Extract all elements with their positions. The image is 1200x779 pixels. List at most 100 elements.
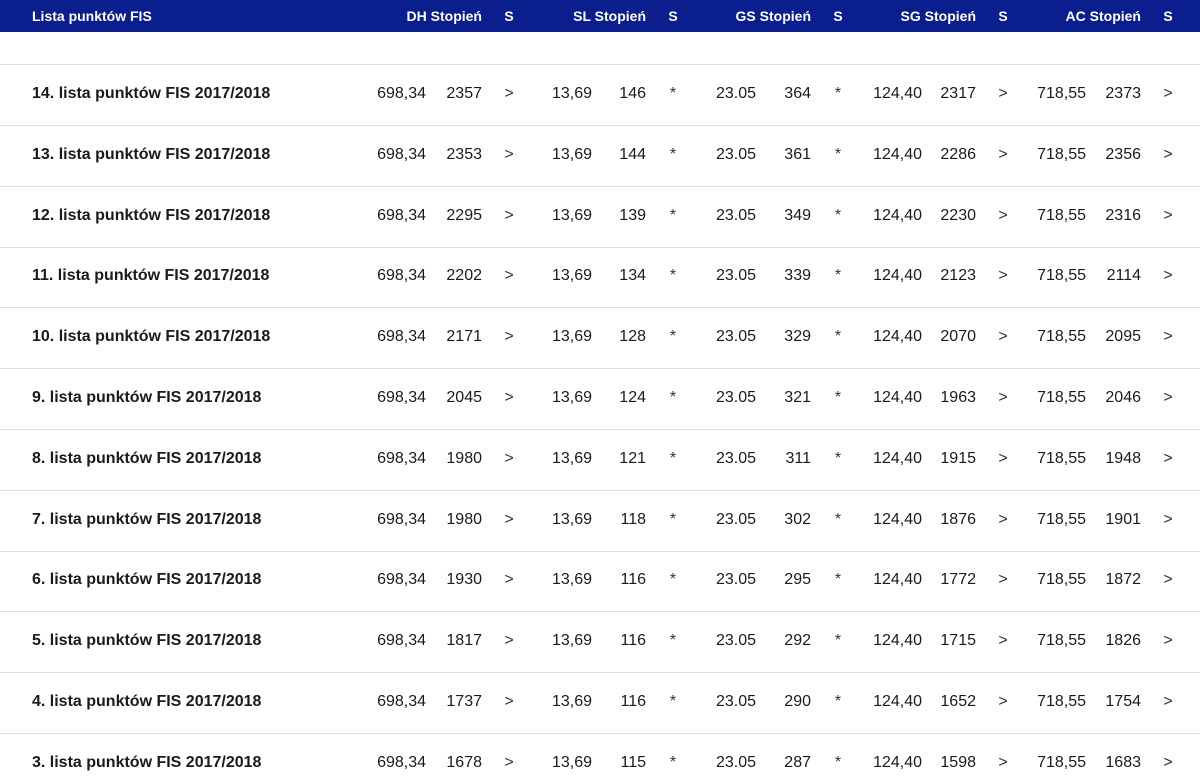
header-ac-s[interactable]: S <box>1163 8 1173 24</box>
row-sg-status[interactable]: > <box>998 632 1008 650</box>
row-sl-status: * <box>669 632 677 650</box>
row-name[interactable]: 10. lista punktów FIS 2017/2018 <box>32 328 271 346</box>
table-row[interactable]: 14. lista punktów FIS 2017/2018 698,34 235… <box>0 65 1200 126</box>
header-gs-s[interactable]: S <box>833 8 843 24</box>
row-gs-points: 23.05 <box>715 145 756 163</box>
row-ac-status[interactable]: > <box>1163 267 1173 285</box>
row-name[interactable]: 13. lista punktów FIS 2017/2018 <box>32 145 271 163</box>
row-sg-status[interactable]: > <box>998 510 1008 528</box>
row-dh-status[interactable]: > <box>504 267 514 285</box>
row-sg-status[interactable]: > <box>998 85 1008 102</box>
header-dh-label[interactable]: DH Stopień <box>406 8 482 24</box>
row-dh-status[interactable]: > <box>504 693 514 710</box>
row-dh-points: 698,34 <box>377 753 426 771</box>
row-sl-rank: 116 <box>620 571 646 589</box>
row-gs-rank: 290 <box>784 693 811 710</box>
table-row[interactable]: 9. lista punktów FIS 2017/2018 698,34 2045… <box>0 369 1200 430</box>
header-gs-label[interactable]: GS Stopień <box>735 8 811 24</box>
row-name[interactable]: 9. lista punktów FIS 2017/2018 <box>32 389 262 406</box>
row-sg-points: 124,40 <box>873 449 922 467</box>
row-sg-points: 124,40 <box>873 693 922 710</box>
table-row[interactable]: 3. lista punktów FIS 2017/2018 698,34 1678… <box>0 734 1200 779</box>
row-gs-points: 23.05 <box>715 206 756 224</box>
row-sg-status[interactable]: > <box>998 328 1008 346</box>
row-gs-status: * <box>834 632 842 650</box>
row-sg-status[interactable]: > <box>998 571 1008 589</box>
row-ac-rank: 2316 <box>1105 206 1141 224</box>
row-gs-rank: 364 <box>784 85 811 102</box>
row-sl-points: 13,69 <box>551 449 592 467</box>
row-name[interactable]: 14. lista punktów FIS 2017/2018 <box>32 85 271 102</box>
row-dh-rank: 2202 <box>446 267 482 285</box>
table-row[interactable]: 5. lista punktów FIS 2017/2018 698,34 1817… <box>0 612 1200 674</box>
row-dh-status[interactable]: > <box>504 206 514 224</box>
row-sg-status[interactable]: > <box>998 389 1008 406</box>
header-dh-s[interactable]: S <box>504 8 514 24</box>
row-sg-status[interactable]: > <box>998 206 1008 224</box>
row-name[interactable]: 8. lista punktów FIS 2017/2018 <box>32 449 262 467</box>
row-ac-status[interactable]: > <box>1163 753 1173 771</box>
table-row[interactable]: 11. lista punktów FIS 2017/2018 698,34 220… <box>0 247 1200 309</box>
row-dh-status[interactable]: > <box>504 510 514 528</box>
row-sg-status[interactable]: > <box>998 449 1008 467</box>
table-row[interactable]: 6. lista punktów FIS 2017/2018 698,34 1930… <box>0 551 1200 613</box>
row-sg-rank: 1772 <box>940 571 976 589</box>
table-row[interactable]: 4. lista punktów FIS 2017/2018 698,34 1737… <box>0 673 1200 734</box>
row-name[interactable]: 12. lista punktów FIS 2017/2018 <box>32 206 271 224</box>
table-row[interactable]: 13. lista punktów FIS 2017/2018 698,34 235… <box>0 126 1200 187</box>
row-name[interactable]: 11. lista punktów FIS 2017/2018 <box>32 267 270 285</box>
row-ac-status[interactable]: > <box>1163 85 1173 102</box>
row-ac-status[interactable]: > <box>1163 510 1173 528</box>
table-row[interactable]: 8. lista punktów FIS 2017/2018 698,34 1980… <box>0 430 1200 491</box>
row-dh-rank: 1930 <box>446 571 482 589</box>
row-name[interactable]: 7. lista punktów FIS 2017/2018 <box>32 510 262 528</box>
row-sg-rank: 2286 <box>940 145 976 163</box>
row-sg-status[interactable]: > <box>998 267 1008 285</box>
row-ac-status[interactable]: > <box>1163 145 1173 163</box>
row-dh-status[interactable]: > <box>504 85 514 102</box>
row-ac-status[interactable]: > <box>1163 328 1173 346</box>
row-gs-rank: 292 <box>784 632 811 650</box>
header-sg-label[interactable]: SG Stopień <box>900 8 976 24</box>
row-dh-status[interactable]: > <box>504 449 514 467</box>
table-row[interactable]: 10. lista punktów FIS 2017/2018 698,34 217… <box>0 308 1200 370</box>
row-dh-status[interactable]: > <box>504 389 514 406</box>
row-gs-status: * <box>834 510 842 528</box>
row-sl-status: * <box>669 206 677 224</box>
row-sg-status[interactable]: > <box>998 753 1008 771</box>
table-row[interactable]: 7. lista punktów FIS 2017/2018 698,34 1980… <box>0 491 1200 552</box>
row-ac-points: 718,55 <box>1037 267 1086 285</box>
row-dh-points: 698,34 <box>377 267 426 285</box>
header-ac-label[interactable]: AC Stopień <box>1065 8 1141 24</box>
header-sg-s[interactable]: S <box>998 8 1008 24</box>
row-name[interactable]: 3. lista punktów FIS 2017/2018 <box>32 753 262 771</box>
row-ac-status[interactable]: > <box>1163 389 1173 406</box>
row-sl-rank: 128 <box>619 328 646 346</box>
row-ac-status[interactable]: > <box>1163 693 1173 710</box>
row-sg-status[interactable]: > <box>998 693 1008 710</box>
row-sg-points: 124,40 <box>873 389 922 406</box>
row-dh-status[interactable]: > <box>504 145 514 163</box>
row-ac-status[interactable]: > <box>1163 449 1173 467</box>
row-gs-rank: 339 <box>784 267 811 285</box>
header-sl-s[interactable]: S <box>668 8 678 24</box>
row-dh-status[interactable]: > <box>504 753 514 771</box>
row-sl-points: 13,69 <box>551 389 592 406</box>
header-sl-label[interactable]: SL Stopień <box>573 8 646 24</box>
row-dh-points: 698,34 <box>377 632 426 650</box>
row-dh-status[interactable]: > <box>504 328 514 346</box>
table-row[interactable]: 12. lista punktów FIS 2017/2018 698,34 229… <box>0 187 1200 248</box>
row-dh-status[interactable]: > <box>504 571 514 589</box>
row-name[interactable]: 5. lista punktów FIS 2017/2018 <box>32 632 262 650</box>
row-sg-points: 124,40 <box>873 753 922 771</box>
row-sg-status[interactable]: > <box>998 145 1008 163</box>
row-ac-status[interactable]: > <box>1163 206 1173 224</box>
row-name[interactable]: 6. lista punktów FIS 2017/2018 <box>32 571 262 589</box>
row-sl-points: 13,69 <box>551 571 592 589</box>
row-dh-status[interactable]: > <box>504 632 514 650</box>
row-ac-rank: 1948 <box>1105 449 1141 467</box>
row-name[interactable]: 4. lista punktów FIS 2017/2018 <box>32 693 262 710</box>
row-sl-rank: 116 <box>620 632 646 650</box>
row-ac-status[interactable]: > <box>1163 632 1173 650</box>
row-ac-status[interactable]: > <box>1163 571 1173 589</box>
